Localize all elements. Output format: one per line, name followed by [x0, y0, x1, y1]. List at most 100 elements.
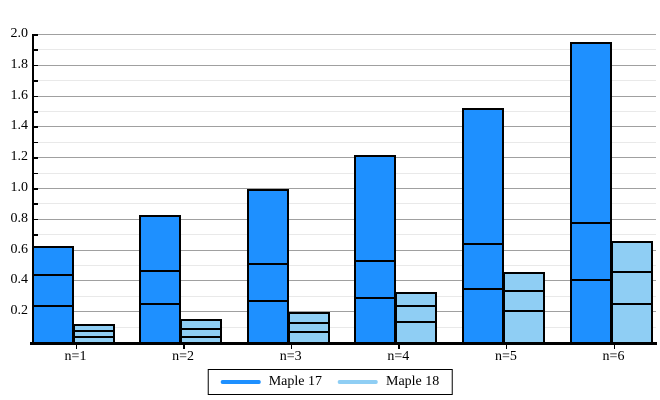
bar-segment-divider	[571, 221, 610, 224]
bar-segment-divider	[33, 274, 72, 277]
gridline-major	[32, 249, 656, 251]
bar-segment-divider	[141, 269, 180, 272]
y-tick-label: 0.6	[10, 241, 29, 257]
bar-segment-divider	[463, 288, 502, 291]
bar-segment-divider	[248, 300, 287, 303]
gridline-major	[32, 188, 656, 189]
x-axis-tick	[398, 344, 400, 349]
gridline-major	[32, 95, 656, 97]
y-axis-tick	[32, 34, 38, 36]
gridline-minor	[32, 234, 656, 236]
gridline-minor	[32, 295, 656, 297]
x-tick-label: n=6	[602, 349, 625, 364]
y-axis-tick	[32, 80, 38, 82]
gridline-minor	[32, 141, 656, 143]
y-axis-tick	[32, 172, 38, 175]
gridline-minor	[32, 80, 656, 82]
x-tick-label: n=5	[494, 349, 517, 364]
gridline-minor	[32, 49, 656, 51]
x-axis-tick	[75, 344, 77, 349]
y-axis-tick	[32, 95, 38, 98]
y-tick-label: 1.2	[10, 149, 29, 165]
x-axis-tick	[290, 344, 293, 349]
gridline-major	[32, 311, 656, 313]
bar-segment-divider	[289, 331, 328, 334]
y-tick-label: 0.2	[10, 303, 29, 319]
gridline-major	[32, 126, 656, 128]
y-axis-tick	[32, 203, 38, 205]
y-axis-tick	[32, 234, 38, 236]
y-axis-tick	[32, 141, 38, 144]
x-tick-label: n=3	[279, 349, 302, 364]
x-tick-label: n=2	[172, 349, 195, 364]
bar-maple-17-n6	[569, 42, 612, 344]
gridline-minor	[32, 326, 656, 328]
legend-label: Maple 18	[386, 374, 440, 389]
legend-swatch-maple-17	[220, 380, 261, 384]
y-tick-label: 0.4	[10, 272, 29, 288]
bar-segment-divider	[504, 309, 543, 312]
y-axis-tick	[32, 49, 38, 51]
bar-maple-17-n4	[354, 155, 397, 344]
y-axis-tick	[32, 64, 38, 67]
legend-item-maple-18: Maple 18	[338, 373, 439, 391]
bar-maple-18-n5	[502, 272, 545, 344]
bar-segment-divider	[356, 259, 395, 262]
y-axis-tick	[32, 188, 38, 190]
bar-segment-divider	[182, 328, 221, 331]
gridline-minor	[32, 265, 656, 266]
bar-segment-divider	[397, 321, 436, 324]
y-tick-label: 1.0	[10, 180, 29, 195]
x-tick-label: n=4	[387, 349, 410, 364]
bar-segment-divider	[141, 303, 180, 306]
bar-segment-divider	[463, 243, 502, 246]
x-axis-line	[30, 342, 657, 345]
bar-segment-divider	[571, 278, 610, 281]
bar-maple-18-n2	[180, 319, 223, 344]
bar-segment-divider	[182, 335, 221, 338]
gridline-minor	[32, 172, 656, 174]
y-axis-tick	[32, 218, 38, 221]
bar-segment-divider	[504, 290, 543, 293]
legend: Maple 17 Maple 18	[207, 369, 453, 395]
y-axis-tick	[32, 111, 38, 113]
bar-segment-divider	[397, 305, 436, 308]
x-tick-label: n=1	[64, 349, 87, 364]
x-axis-tick	[183, 344, 185, 349]
y-axis-tick	[32, 126, 38, 128]
bar-segment-divider	[74, 335, 113, 338]
gridline-major	[32, 64, 656, 66]
y-axis-line	[32, 34, 34, 344]
gridline-major	[32, 218, 656, 220]
y-tick-label: 2.0	[10, 26, 29, 41]
x-axis-tick	[505, 344, 508, 349]
legend-label: Maple 17	[268, 374, 322, 389]
bar-segment-divider	[612, 303, 651, 306]
y-axis-tick	[32, 157, 38, 159]
bar-maple-18-n3	[287, 311, 330, 344]
y-tick-label: 1.6	[10, 87, 29, 103]
bar-segment-divider	[248, 263, 287, 266]
bar-maple-18-n1	[72, 324, 115, 344]
bar-segment-divider	[612, 271, 651, 274]
bar-segment-divider	[289, 321, 328, 324]
bar-maple-17-n2	[139, 215, 182, 344]
y-tick-label: 1.8	[10, 56, 29, 72]
bar-maple-18-n6	[610, 240, 653, 344]
legend-item-maple-17: Maple 17	[220, 373, 322, 391]
gridline-minor	[32, 203, 656, 205]
bar-segment-divider	[33, 305, 72, 308]
gridline-major	[32, 280, 656, 282]
bar-maple-17-n3	[246, 188, 289, 344]
y-tick-label: 0.8	[10, 210, 29, 226]
bar-maple-17-n5	[461, 108, 504, 344]
gridline-major	[32, 34, 656, 35]
legend-swatch-maple-18	[338, 380, 378, 384]
gridline-major	[32, 157, 656, 159]
bar-segment-divider	[74, 330, 113, 333]
y-tick-label: 1.4	[10, 118, 29, 134]
bar-segment-divider	[356, 297, 395, 300]
x-axis-tick	[613, 344, 615, 349]
